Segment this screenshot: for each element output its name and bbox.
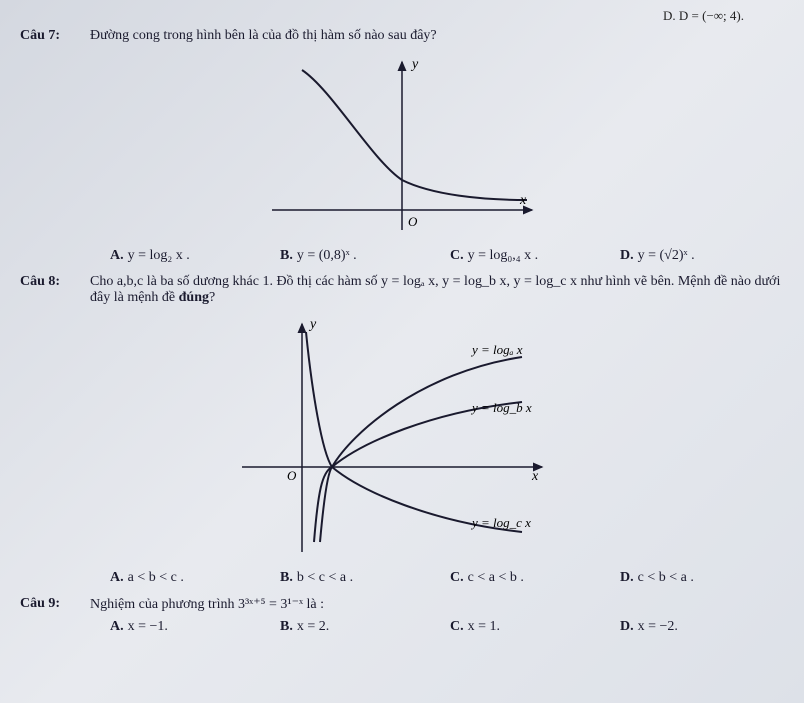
partial-top-line: D. D = (−∞; 4). xyxy=(20,8,784,24)
q8-optC: C.c < a < b . xyxy=(450,570,590,586)
q9-text: Nghiệm của phương trình 3³ˣ⁺⁵ = 3¹⁻ˣ là … xyxy=(90,596,784,613)
q7-label: Câu 7: xyxy=(20,28,90,44)
q9-optA: A.x = −1. xyxy=(110,619,250,635)
q8-optD: D.c < b < a . xyxy=(620,570,760,586)
label-a: y = logₐ x xyxy=(470,342,523,357)
curve xyxy=(302,70,527,200)
q8-chart-wrap: y x O y = logₐ x y = log_b x y = log_c x xyxy=(20,312,784,562)
x-label: x xyxy=(531,469,539,484)
q7-optC: C.y = log₀,₄ x . xyxy=(450,248,590,264)
origin-label: O xyxy=(287,468,297,483)
q8-optA: A.a < b < c . xyxy=(110,570,250,586)
q7-optD: D.y = (√2)ˣ . xyxy=(620,248,760,264)
q7-chart-wrap: y x O xyxy=(20,50,784,240)
q9-label: Câu 9: xyxy=(20,596,90,613)
q7-optB: B.y = (0,8)ˣ . xyxy=(280,248,420,264)
q9-options: A.x = −1. B.x = 2. C.x = 1. D.x = −2. xyxy=(20,619,784,635)
partial-option-d: D. D = (−∞; 4). xyxy=(663,8,744,24)
question-7: Câu 7: Đường cong trong hình bên là của … xyxy=(20,28,784,44)
q8-label: Câu 8: xyxy=(20,274,90,306)
q7-options: A.y = log₂ x . B.y = (0,8)ˣ . C.y = log₀… xyxy=(20,248,784,264)
y-label: y xyxy=(410,57,419,72)
x-label: x xyxy=(519,193,527,208)
q7-text: Đường cong trong hình bên là của đồ thị … xyxy=(90,28,784,44)
q9-optB: B.x = 2. xyxy=(280,619,420,635)
q8-text: Cho a,b,c là ba số dương khác 1. Đồ thị … xyxy=(90,274,784,306)
q8-chart: y x O y = logₐ x y = log_b x y = log_c x xyxy=(222,312,582,562)
question-8: Câu 8: Cho a,b,c là ba số dương khác 1. … xyxy=(20,274,784,306)
label-b: y = log_b x xyxy=(470,400,532,415)
q9-optC: C.x = 1. xyxy=(450,619,590,635)
q8-options: A.a < b < c . B.b < c < a . C.c < a < b … xyxy=(20,570,784,586)
q9-optD: D.x = −2. xyxy=(620,619,760,635)
origin-label: O xyxy=(408,214,418,229)
q7-chart: y x O xyxy=(262,50,542,240)
curve-c xyxy=(306,332,522,532)
q8-optB: B.b < c < a . xyxy=(280,570,420,586)
question-9: Câu 9: Nghiệm của phương trình 3³ˣ⁺⁵ = 3… xyxy=(20,596,784,613)
y-label: y xyxy=(308,317,317,332)
q7-optA: A.y = log₂ x . xyxy=(110,248,250,264)
label-c: y = log_c x xyxy=(470,515,531,530)
